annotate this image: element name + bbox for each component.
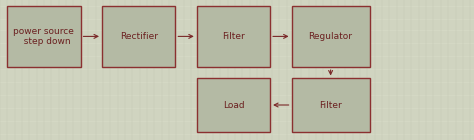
Text: Filter: Filter — [222, 32, 245, 41]
Bar — [7, 6, 81, 67]
Bar — [197, 78, 270, 132]
Bar — [197, 6, 270, 67]
Text: Load: Load — [223, 101, 244, 109]
Bar — [292, 78, 370, 132]
Text: Regulator: Regulator — [309, 32, 353, 41]
Text: Filter: Filter — [319, 101, 342, 109]
Text: power source
  step down: power source step down — [13, 27, 74, 46]
Bar — [292, 6, 370, 67]
Text: Rectifier: Rectifier — [119, 32, 158, 41]
Bar — [102, 6, 175, 67]
